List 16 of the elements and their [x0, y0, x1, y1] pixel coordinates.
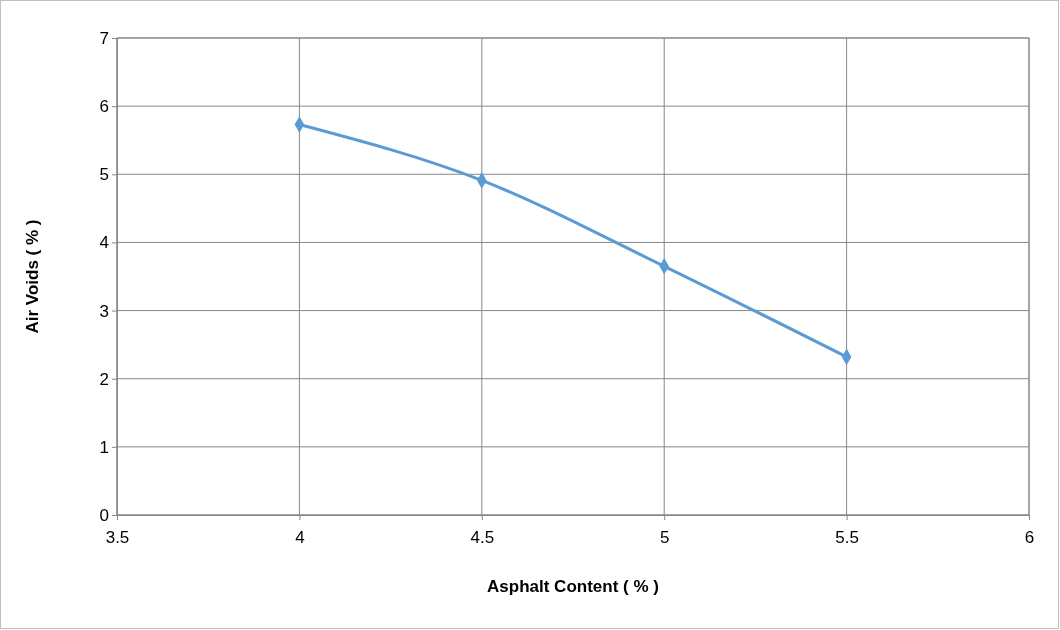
y-axis-title: Air Voids ( % ) [23, 219, 42, 334]
x-tick-label: 4 [295, 528, 305, 548]
y-tick-label: 2 [99, 369, 109, 389]
y-tick-label: 3 [99, 301, 109, 321]
y-tick-label: 0 [99, 505, 109, 525]
x-tick-label: 3.5 [105, 528, 130, 548]
y-tick-label: 4 [99, 233, 109, 253]
y-tick-label: 7 [99, 28, 109, 48]
x-tick-label: 5 [659, 528, 670, 548]
x-tick-label: 6 [1024, 528, 1035, 548]
x-tick-label: 4.5 [470, 528, 495, 548]
y-tick-label: 1 [99, 437, 109, 457]
x-axis-title: Asphalt Content ( % ) [487, 577, 659, 596]
y-tick-label: 6 [99, 97, 109, 117]
y-tick-label: 5 [99, 165, 109, 185]
x-tick-label: 5.5 [835, 528, 859, 548]
